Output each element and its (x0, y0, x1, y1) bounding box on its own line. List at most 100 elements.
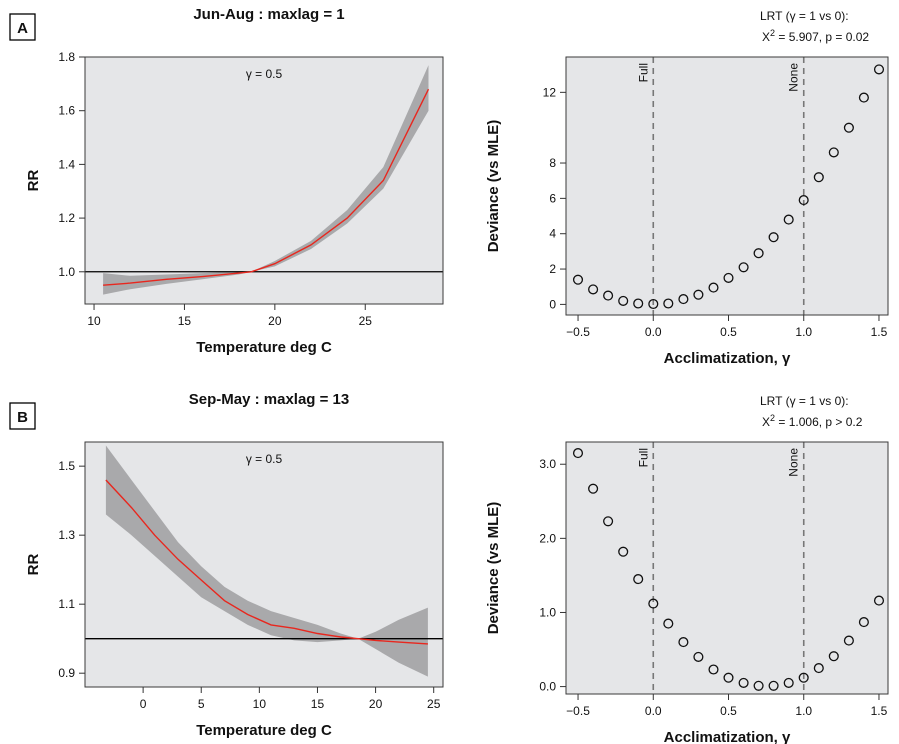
chart-a-dev: Full None −0.5 0.0 0.5 1.0 1.5 0 2 4 6 8 12 Acclimati… (485, 56, 889, 367)
deviance-point (678, 294, 689, 305)
deviance-point (768, 232, 779, 243)
deviance-point (648, 298, 659, 310)
x-tick-label: 1.0 (795, 325, 812, 339)
y-axis-label: RR (25, 170, 42, 192)
deviance-point (618, 295, 629, 306)
y-tick-label: 1.0 (58, 265, 75, 279)
x-tick-label: 20 (369, 697, 383, 711)
chart-a-rr: γ = 0.5 Jun-Aug : maxlag = 1 10 15 20 25 1.0 1.… (25, 6, 444, 356)
x-tick-label: 20 (268, 314, 282, 328)
deviance-point (843, 122, 854, 133)
chart-b-dev: Full None −0.5 0.0 0.5 1.0 1.5 0.0 1.0 2.0 3.0 Accl… (485, 441, 889, 744)
deviance-point (828, 147, 839, 158)
deviance-point (603, 290, 614, 301)
y-axis-label: Deviance (vs MLE) (485, 502, 502, 635)
deviance-point (768, 680, 779, 691)
y-tick-label: 1.6 (58, 104, 75, 118)
x-tick-label: −0.5 (566, 325, 590, 339)
y-tick-label: 6 (549, 191, 556, 205)
lrt-b-x: X (762, 415, 770, 429)
deviance-point (633, 298, 644, 309)
lrt-a-line2: X2 = 5.907, p = 0.02 (762, 28, 869, 44)
lrt-b-stat: = 1.006, p > 0.2 (775, 415, 863, 429)
deviance-point (693, 651, 704, 662)
deviance-point (858, 92, 869, 103)
lrt-b-sup: 2 (770, 413, 775, 423)
y-tick-label: 1.3 (58, 528, 75, 542)
y-tick-label: 2 (549, 262, 556, 276)
deviance-point (813, 172, 824, 183)
x-axis-label: Temperature deg C (196, 339, 332, 356)
deviance-point (708, 282, 719, 293)
vline-label-none: None (787, 448, 801, 477)
gamma-annotation: γ = 0.5 (246, 452, 283, 466)
panel-label-b: B (9, 402, 36, 430)
lrt-b-line2: X2 = 1.006, p > 0.2 (762, 413, 863, 429)
y-tick-label: 3.0 (539, 457, 556, 471)
lrt-a-stat: = 5.907, p = 0.02 (775, 30, 869, 44)
deviance-point (618, 546, 629, 557)
deviance-point (783, 677, 794, 688)
y-tick-label: 1.5 (58, 459, 75, 473)
y-tick-label: 0 (549, 297, 556, 311)
chart-title: Sep-May : maxlag = 13 (189, 391, 350, 408)
y-tick-label: 0.0 (539, 680, 556, 694)
deviance-point (678, 637, 689, 648)
deviance-point (783, 214, 794, 225)
vline-label-none: None (787, 63, 801, 92)
y-axis-label: RR (25, 554, 42, 576)
panel-label-a-text: A (17, 20, 28, 37)
deviance-point (798, 672, 809, 683)
x-tick-label: 0 (140, 697, 147, 711)
x-tick-label: 0.0 (645, 704, 662, 718)
x-axis-label: Temperature deg C (196, 722, 332, 739)
x-tick-label: 10 (253, 697, 267, 711)
deviance-point (873, 64, 885, 75)
vline-label-full: Full (636, 448, 650, 467)
plot-frame (565, 56, 889, 316)
y-tick-label: 1.1 (58, 597, 75, 611)
rr-curve (103, 88, 430, 286)
y-tick-label: 4 (549, 227, 556, 241)
y-tick-label: 1.2 (58, 211, 75, 225)
y-axis-label: Deviance (vs MLE) (485, 120, 502, 253)
plot-frame (84, 56, 444, 305)
x-tick-label: 15 (178, 314, 192, 328)
x-tick-label: −0.5 (566, 704, 590, 718)
plot-frame (84, 441, 444, 688)
x-tick-label: 5 (198, 697, 205, 711)
y-tick-label: 2.0 (539, 531, 556, 545)
chart-title: Jun-Aug : maxlag = 1 (193, 6, 344, 23)
plot-background (566, 442, 888, 694)
y-tick-label: 8 (549, 156, 556, 170)
deviance-point (813, 663, 824, 674)
deviance-point (572, 274, 584, 285)
deviance-point (663, 298, 674, 309)
deviance-point (723, 272, 734, 283)
deviance-point (753, 248, 764, 259)
x-tick-label: 1.0 (795, 704, 812, 718)
gamma-annotation: γ = 0.5 (246, 67, 283, 81)
x-tick-label: 25 (427, 697, 441, 711)
deviance-point (693, 289, 704, 300)
x-tick-label: 1.5 (871, 704, 888, 718)
deviance-point (798, 195, 809, 206)
deviance-point (663, 618, 674, 629)
deviance-point (633, 574, 644, 585)
y-tick-label: 1.4 (58, 157, 75, 171)
deviance-point (708, 664, 719, 675)
deviance-point (588, 483, 599, 494)
lrt-a-x: X (762, 30, 770, 44)
panel-label-a: A (9, 13, 36, 41)
lrt-a-line1: LRT (γ = 1 vs 0): (760, 9, 849, 23)
deviance-point (723, 672, 734, 683)
deviance-point (753, 680, 764, 691)
x-tick-label: 10 (87, 314, 101, 328)
y-tick-label: 0.9 (58, 666, 75, 680)
y-tick-label: 1.0 (539, 605, 556, 619)
x-tick-label: 0.5 (720, 325, 737, 339)
chart-b-rr: γ = 0.5 Sep-May : maxlag = 13 0 5 10 15 20 25 0.… (25, 391, 444, 739)
deviance-point (738, 677, 749, 688)
